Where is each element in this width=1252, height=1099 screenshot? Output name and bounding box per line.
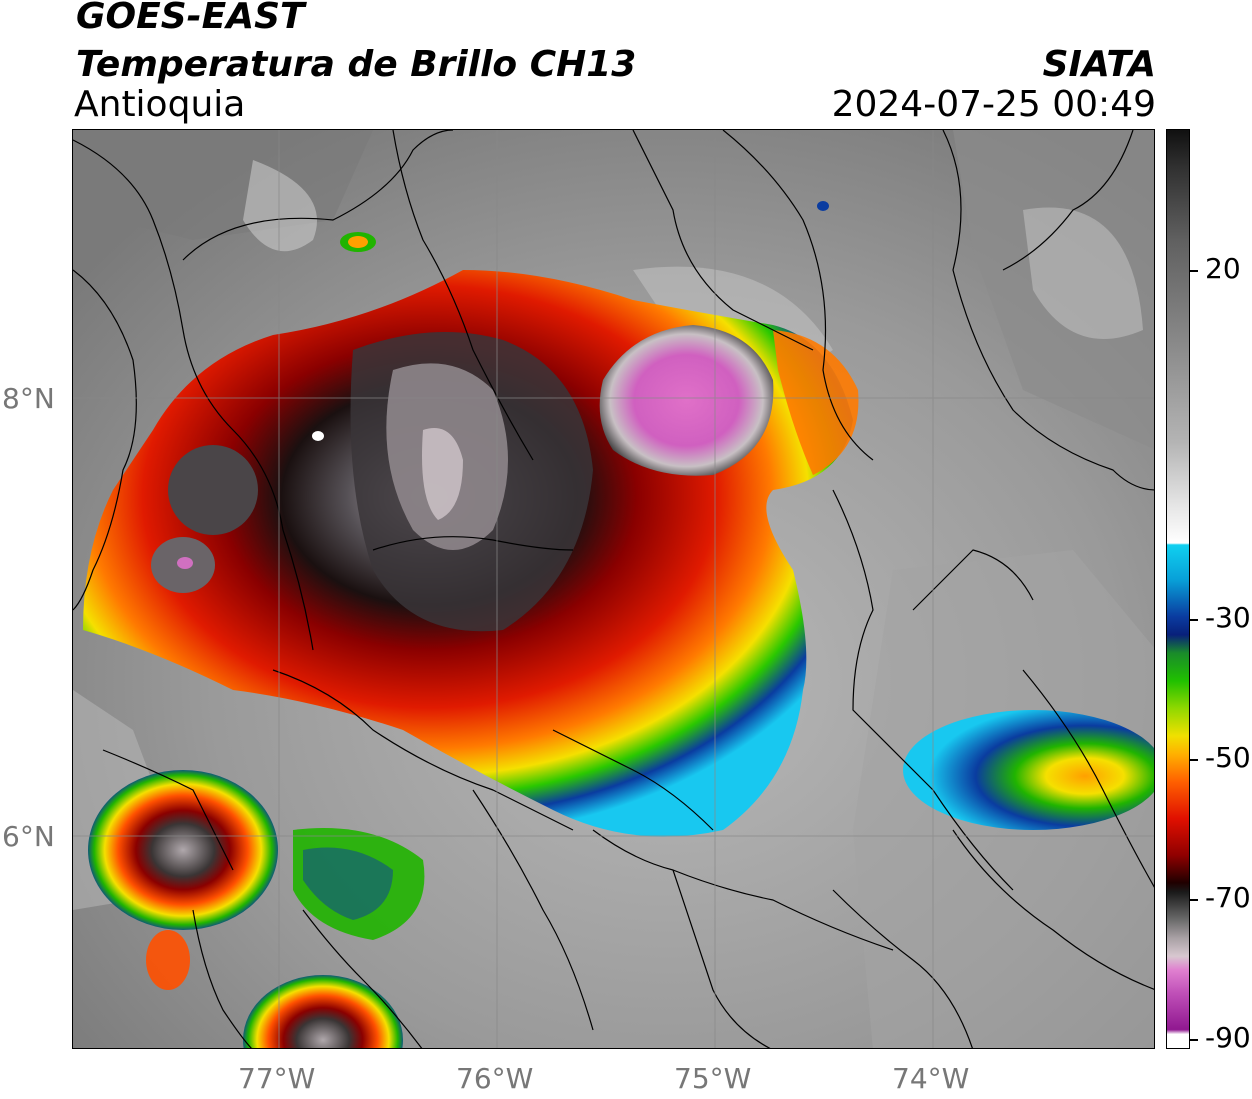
colorbar-tick-m30 <box>1190 619 1198 621</box>
colorbar-tick-m90 <box>1190 1039 1198 1041</box>
lat-label-6n: 6°N <box>2 820 55 853</box>
colorbar-label-m30: -30 <box>1205 601 1251 634</box>
organization-label: SIATA <box>1042 44 1156 85</box>
colorbar <box>1166 129 1190 1049</box>
title-satellite: GOES-EAST <box>76 0 305 37</box>
lat-label-8n: 8°N <box>2 382 55 415</box>
storm-bottom <box>243 975 403 1048</box>
storm-southwest <box>88 770 278 930</box>
colorbar-tick-m50 <box>1190 759 1198 761</box>
colorbar-label-m50: -50 <box>1205 741 1251 774</box>
lon-label-75w: 75°W <box>674 1062 752 1095</box>
boundary-lines <box>73 130 1154 1048</box>
colorbar-tick-20 <box>1190 270 1198 272</box>
colorbar-tick-m70 <box>1190 899 1198 901</box>
datetime-label: 2024-07-25 00:49 <box>831 84 1156 125</box>
title-product: Temperatura de Brillo CH13 <box>76 44 637 85</box>
colorbar-label-m90: -90 <box>1205 1021 1251 1054</box>
lon-label-76w: 76°W <box>456 1062 534 1095</box>
storm-overshoot-pink <box>599 325 774 476</box>
satellite-map <box>72 129 1155 1049</box>
storm-east <box>903 710 1154 830</box>
title-region: Antioquia <box>74 84 246 125</box>
map-gridlines <box>73 130 1154 1048</box>
colorbar-label-20: 20 <box>1205 252 1241 285</box>
colorbar-label-m70: -70 <box>1205 881 1251 914</box>
lon-label-74w: 74°W <box>892 1062 970 1095</box>
lon-label-77w: 77°W <box>238 1062 316 1095</box>
map-canvas <box>73 130 1154 1048</box>
